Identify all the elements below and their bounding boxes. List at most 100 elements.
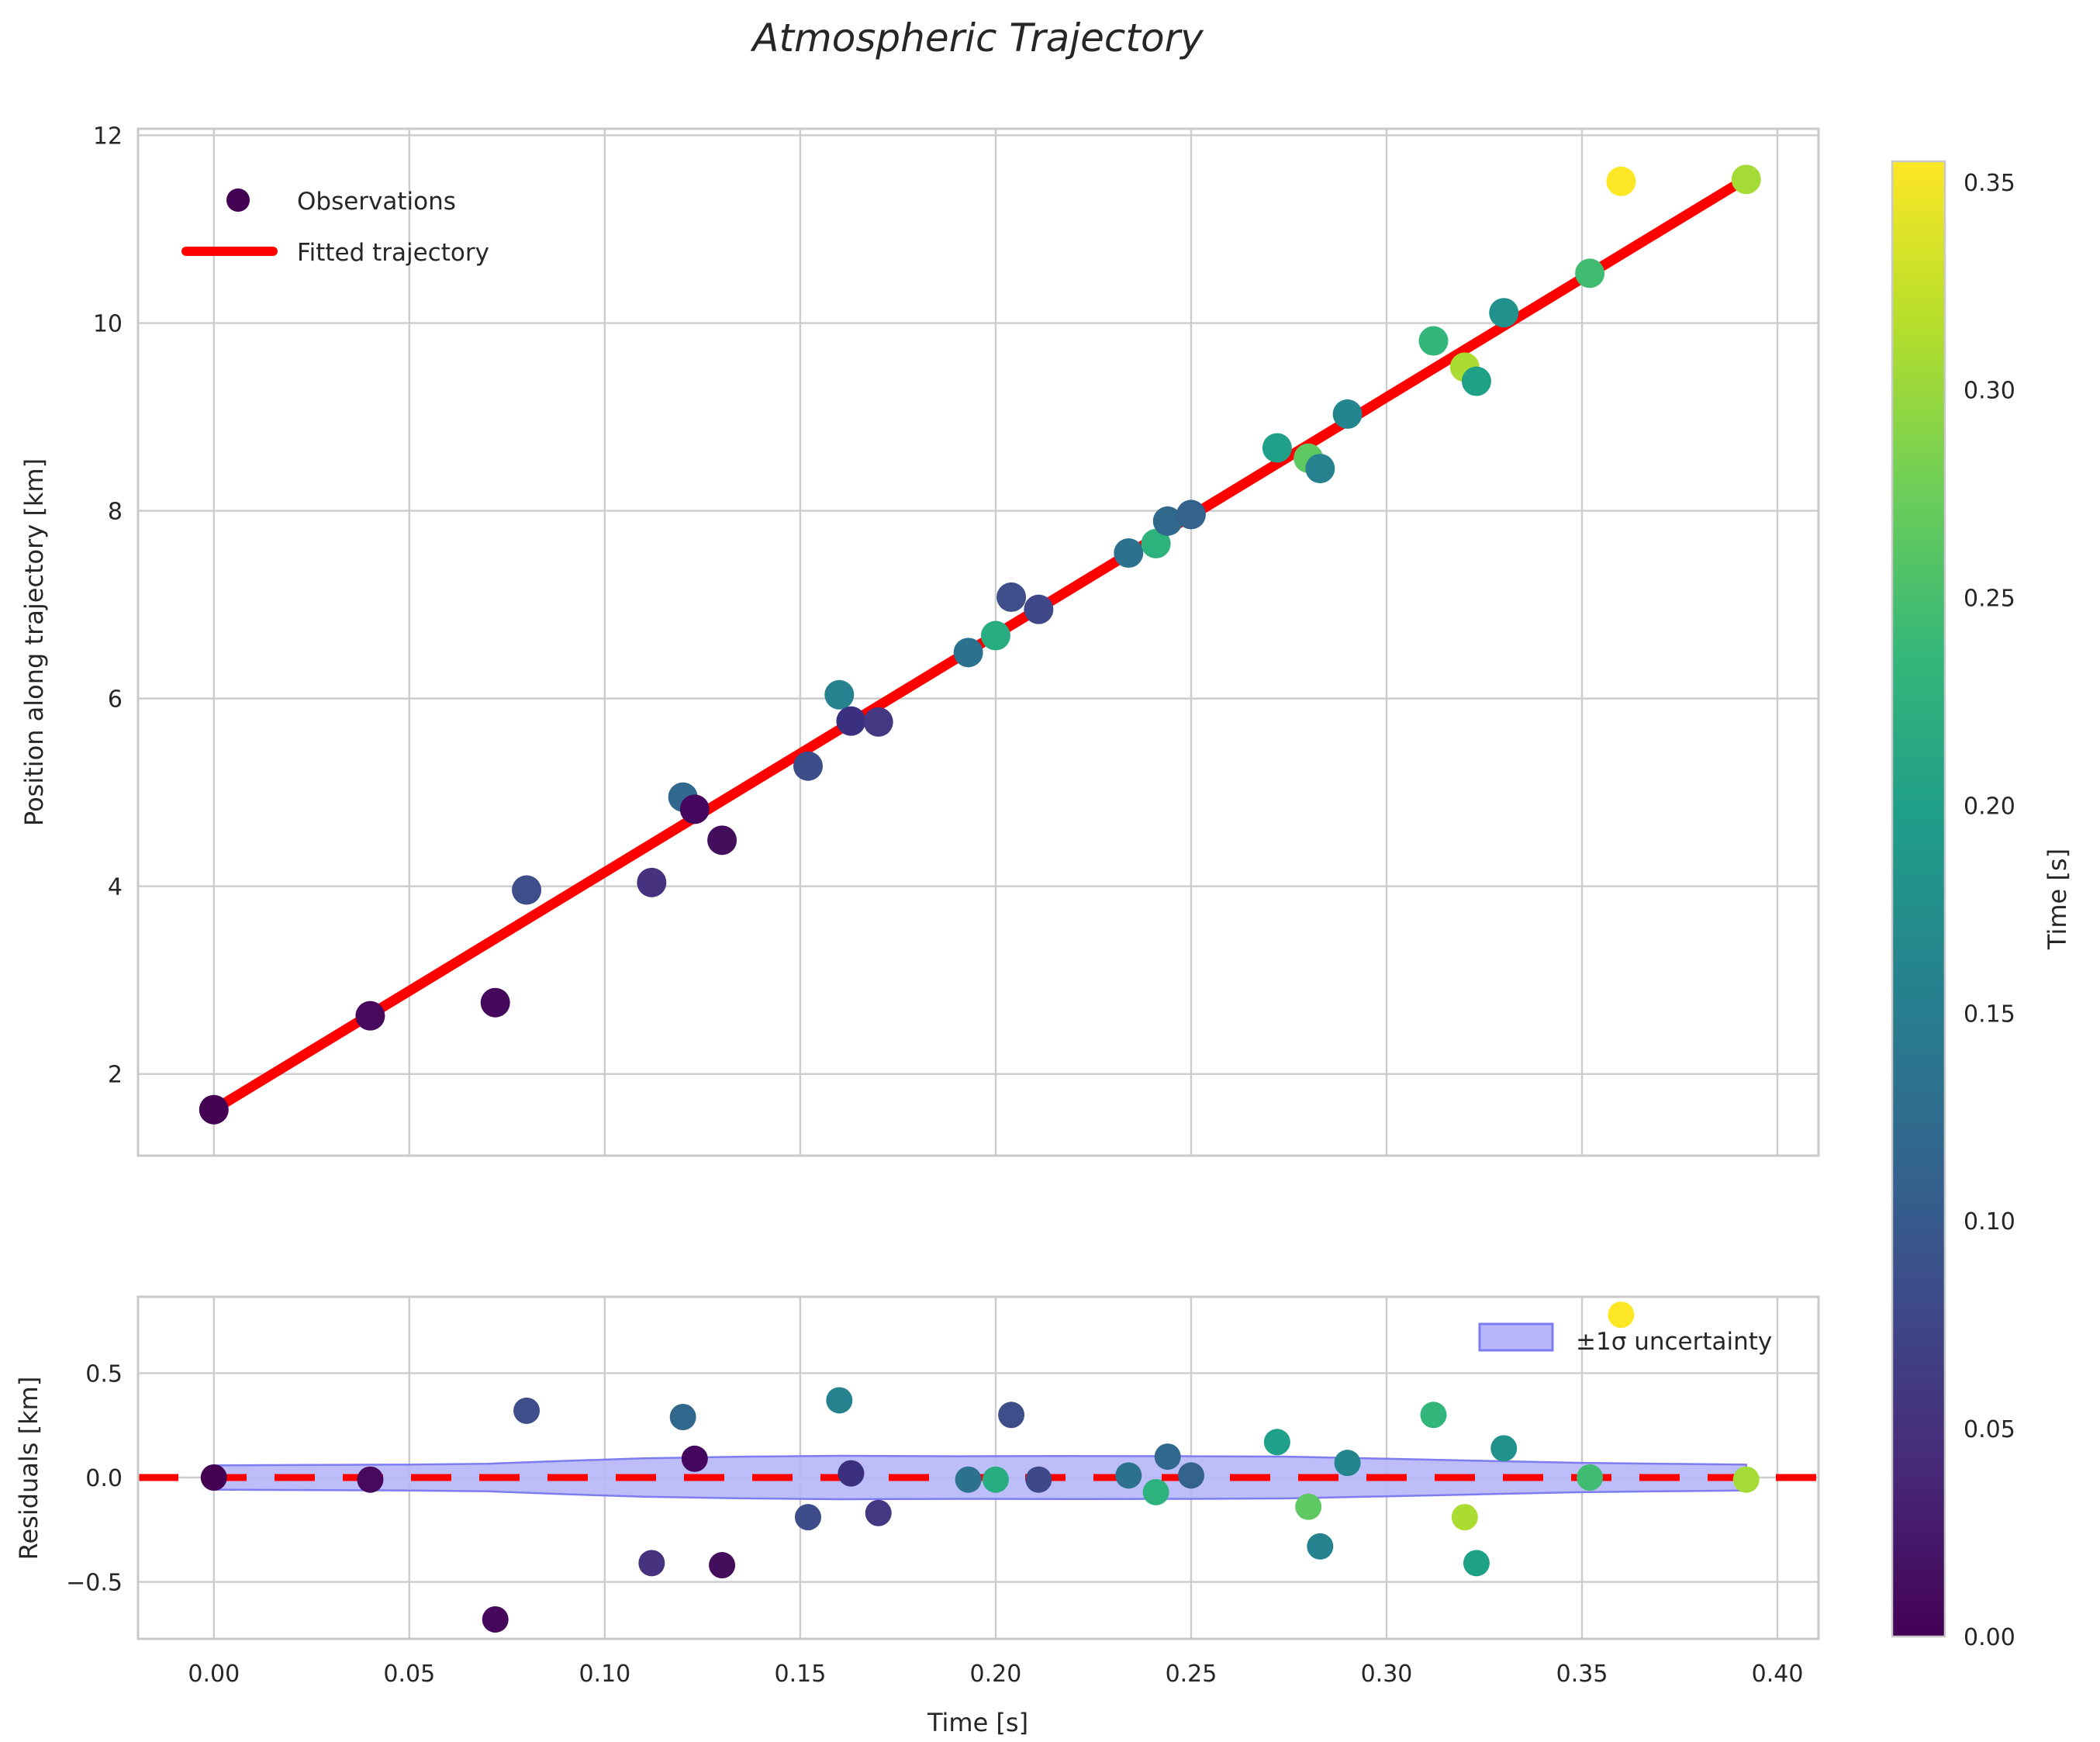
main-axes: 2 4 6 8 10 12 xyxy=(93,123,1820,1157)
x-tick-label: 0.05 xyxy=(383,1661,435,1688)
main-y-tick-label: 8 xyxy=(108,499,123,526)
x-tick-label: 0.30 xyxy=(1361,1661,1413,1688)
x-tick-label: 0.10 xyxy=(579,1661,630,1688)
observation-point xyxy=(1731,164,1761,195)
observation-point xyxy=(824,679,855,710)
residual-point xyxy=(1577,1464,1604,1491)
observation-point xyxy=(512,875,542,905)
residual-point xyxy=(709,1552,736,1579)
observation-point xyxy=(793,751,823,781)
residual-y-tick-label: −0.5 xyxy=(66,1570,123,1597)
observation-point xyxy=(1176,499,1206,530)
main-plot-border xyxy=(136,127,1820,1157)
residual-point xyxy=(1608,1301,1635,1329)
residual-point xyxy=(200,1464,227,1491)
residual-axes: 0.5 0.0 −0.5 0.00 0.05 0.10 0.15 0.20 0.25 0.30 0.… xyxy=(66,1295,1820,1688)
observation-point xyxy=(355,1001,385,1031)
observation-point xyxy=(1305,454,1335,484)
residual-point xyxy=(1025,1466,1052,1493)
observation-point xyxy=(953,638,983,668)
colorbar-tick-label: 0.30 xyxy=(1964,378,2015,405)
residual-point xyxy=(955,1466,982,1493)
residual-point xyxy=(1142,1478,1169,1505)
residual-point xyxy=(1263,1429,1290,1456)
residual-plot-border xyxy=(136,1295,1820,1640)
observation-point xyxy=(679,794,710,824)
x-tick-label: 0.20 xyxy=(970,1661,1022,1688)
residual-point xyxy=(1463,1550,1490,1577)
legend-fitted-label: Fitted trajectory xyxy=(297,239,489,267)
x-axis-label: Time [s] xyxy=(927,1708,1028,1737)
residual-y-axis-label: Residuals [km] xyxy=(14,1377,43,1561)
main-y-tick-label: 10 xyxy=(93,311,123,338)
colorbar-tick-label: 0.35 xyxy=(1964,170,2015,197)
residual-y-tick-label: 0.5 xyxy=(85,1360,123,1388)
residual-point xyxy=(513,1397,541,1424)
observation-point xyxy=(637,867,667,897)
residual-legend: ±1σ uncertainty xyxy=(1478,1322,1772,1356)
observation-point xyxy=(1152,506,1183,536)
main-y-tick-label: 6 xyxy=(108,686,123,714)
observation-point xyxy=(980,620,1010,651)
residual-point xyxy=(838,1460,865,1487)
residual-y-tick-label: 0.0 xyxy=(85,1465,123,1492)
observation-point xyxy=(707,825,737,855)
observation-point xyxy=(480,987,510,1018)
residual-point xyxy=(1295,1493,1322,1520)
main-y-tick-label: 2 xyxy=(108,1062,123,1089)
residual-point xyxy=(1334,1450,1361,1477)
colorbar-tick-label: 0.25 xyxy=(1964,586,2015,613)
residual-point xyxy=(669,1403,696,1430)
x-tick-label: 0.25 xyxy=(1166,1661,1218,1688)
residual-point xyxy=(1451,1504,1478,1531)
residual-point xyxy=(357,1466,384,1493)
residual-point xyxy=(826,1387,853,1414)
colorbar: 0.00 0.05 0.10 0.15 0.20 0.25 0.30 0.35 xyxy=(1891,160,2015,1651)
x-tick-label: 0.15 xyxy=(774,1661,826,1688)
residual-point xyxy=(998,1402,1025,1429)
observation-point xyxy=(836,706,866,736)
observation-point xyxy=(1114,538,1144,569)
residual-point xyxy=(1177,1462,1204,1489)
colorbar-tick-label: 0.10 xyxy=(1964,1208,2015,1236)
observation-point xyxy=(1332,399,1363,429)
observation-point xyxy=(1262,433,1292,463)
observation-point xyxy=(1141,528,1171,558)
colorbar-label: Time [s] xyxy=(2043,849,2072,950)
x-tick-label: 0.40 xyxy=(1752,1661,1804,1688)
observation-point xyxy=(1606,166,1636,196)
residual-point xyxy=(638,1550,665,1577)
main-y-axis-label: Position along trajectory [km] xyxy=(19,458,49,826)
residual-point xyxy=(482,1605,509,1633)
x-tick-label: 0.00 xyxy=(188,1661,240,1688)
residual-point xyxy=(1154,1443,1181,1471)
residual-point xyxy=(865,1499,892,1526)
legend-observations-label: Observations xyxy=(297,188,456,216)
observation-point xyxy=(863,707,893,737)
observation-point xyxy=(1418,326,1449,356)
residual-point xyxy=(681,1445,708,1472)
colorbar-gradient xyxy=(1891,160,1946,1638)
colorbar-tick-label: 0.00 xyxy=(1964,1624,2015,1651)
observation-point xyxy=(1024,594,1054,624)
legend-band-label: ±1σ uncertainty xyxy=(1576,1328,1772,1356)
residual-point xyxy=(794,1504,821,1531)
observation-point xyxy=(199,1094,229,1125)
observation-point xyxy=(1489,298,1519,328)
colorbar-tick-label: 0.05 xyxy=(1964,1416,2015,1443)
residual-point xyxy=(982,1466,1009,1493)
residual-point xyxy=(1115,1462,1142,1489)
observation-point xyxy=(1461,366,1491,396)
residual-point xyxy=(1490,1435,1518,1462)
residual-point xyxy=(1307,1533,1334,1560)
legend-band-patch xyxy=(1478,1322,1554,1352)
legend-observations-marker xyxy=(226,188,250,212)
colorbar-tick-label: 0.15 xyxy=(1964,1001,2015,1028)
x-tick-label: 0.35 xyxy=(1556,1661,1608,1688)
colorbar-tick-label: 0.20 xyxy=(1964,793,2015,820)
page-title: Atmospheric Trajectory xyxy=(750,16,1204,60)
residual-point xyxy=(1420,1402,1447,1429)
observation-point xyxy=(1575,258,1605,289)
